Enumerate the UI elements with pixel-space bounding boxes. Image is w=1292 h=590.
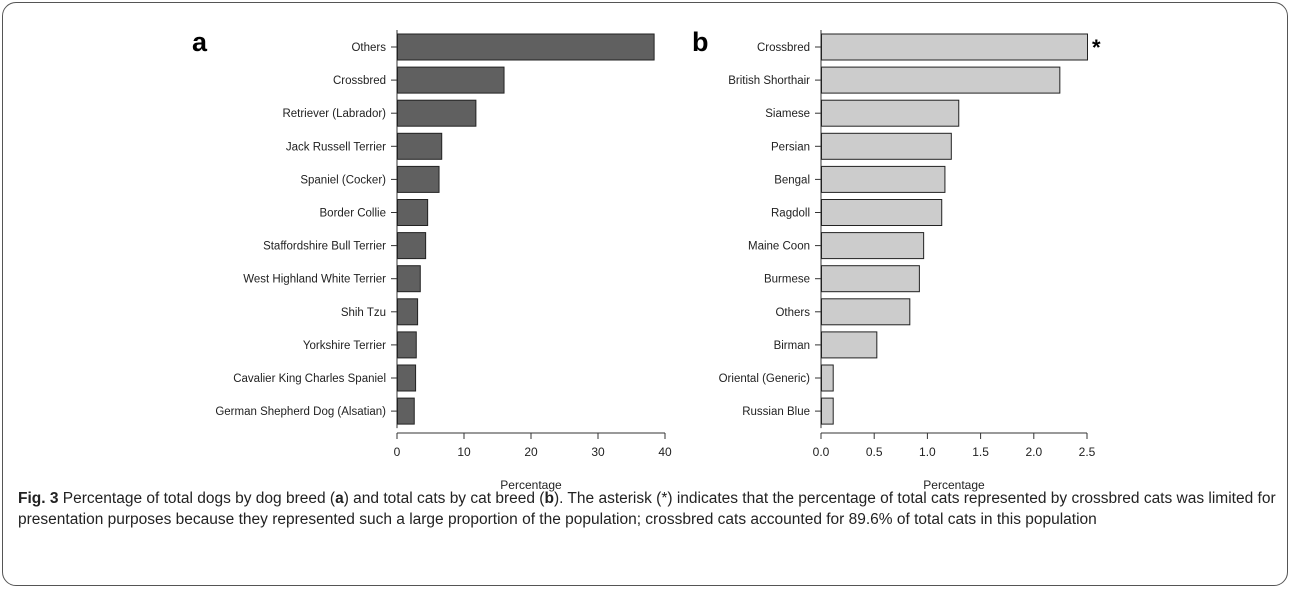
bar-crossbred <box>821 33 1088 61</box>
category-label-staffordshire-bull-terrier: Staffordshire Bull Terrier <box>263 241 386 253</box>
panel-letter-b: b <box>692 27 709 57</box>
category-label-ragdoll: Ragdoll <box>771 208 810 220</box>
bar-oriental-generic <box>821 364 834 392</box>
x-tick-label-1-1-0: 1.0 <box>919 445 936 459</box>
category-label-persian: Persian <box>771 141 810 153</box>
x-tick-label-0-20: 20 <box>524 445 538 459</box>
bar-retriever-labrador <box>397 99 477 127</box>
x-tick-label-0-40: 40 <box>658 445 672 459</box>
caption-bold-a: a <box>335 490 344 507</box>
category-label-west-highland-white-terrier: West Highland White Terrier <box>243 274 386 286</box>
figure-caption: Fig. 3 Percentage of total dogs by dog b… <box>18 488 1280 530</box>
x-tick-label-0-30: 30 <box>591 445 605 459</box>
bar-jack-russell-terrier <box>397 132 443 160</box>
category-label-spaniel-cocker: Spaniel (Cocker) <box>300 174 386 186</box>
x-tick-label-1-0-0: 0.0 <box>813 445 830 459</box>
x-axis-label-1: Percentage <box>923 478 985 492</box>
bar-staffordshire-bull-terrier <box>397 232 427 260</box>
x-tick-label-1-2-5: 2.5 <box>1079 445 1096 459</box>
bar-others <box>821 298 911 326</box>
category-label-german-shepherd-dog-alsatian: German Shepherd Dog (Alsatian) <box>215 406 386 418</box>
category-label-border-collie: Border Collie <box>320 208 386 220</box>
category-label-retriever-labrador: Retriever (Labrador) <box>282 108 386 120</box>
caption-text-2: ) and total cats by cat breed ( <box>343 490 545 507</box>
caption-text-1: Percentage of total dogs by dog breed ( <box>58 490 336 507</box>
bar-others <box>397 33 655 61</box>
category-label-yorkshire-terrier: Yorkshire Terrier <box>303 340 386 352</box>
category-label-crossbred: Crossbred <box>757 42 810 54</box>
caption-bold-b: b <box>544 490 554 507</box>
category-label-crossbred: Crossbred <box>333 75 386 87</box>
x-tick-label-0-0: 0 <box>394 445 401 459</box>
category-label-others: Others <box>775 307 810 319</box>
category-label-siamese: Siamese <box>765 108 810 120</box>
x-tick-label-0-10: 10 <box>457 445 471 459</box>
category-label-others: Others <box>351 42 386 54</box>
bar-siamese <box>821 99 960 127</box>
x-tick-label-1-1-5: 1.5 <box>972 445 989 459</box>
x-tick-label-1-2-0: 2.0 <box>1025 445 1042 459</box>
category-label-birman: Birman <box>774 340 810 352</box>
bar-shih-tzu <box>397 298 419 326</box>
category-label-maine-coon: Maine Coon <box>748 241 810 253</box>
category-label-british-shorthair: British Shorthair <box>728 75 810 87</box>
bar-birman <box>821 331 878 359</box>
bar-cavalier-king-charles-spaniel <box>397 364 417 392</box>
bar-bengal <box>821 165 946 193</box>
bar-yorkshire-terrier <box>397 331 417 359</box>
bar-spaniel-cocker <box>397 165 440 193</box>
bar-british-shorthair <box>821 66 1061 94</box>
bar-ragdoll <box>821 199 943 226</box>
category-label-shih-tzu: Shih Tzu <box>341 307 386 319</box>
caption-fig-label: Fig. 3 <box>18 490 59 507</box>
panel-letter-a: a <box>192 27 208 57</box>
category-label-bengal: Bengal <box>774 174 810 186</box>
bar-crossbred <box>397 66 505 94</box>
bar-german-shepherd-dog-alsatian <box>397 397 415 425</box>
category-label-russian-blue: Russian Blue <box>742 406 810 418</box>
bar-border-collie <box>397 199 429 226</box>
x-tick-label-1-0-5: 0.5 <box>866 445 883 459</box>
x-axis-label-0: Percentage <box>500 478 562 492</box>
category-label-jack-russell-terrier: Jack Russell Terrier <box>286 141 386 153</box>
bar-west-highland-white-terrier <box>397 265 421 293</box>
category-label-cavalier-king-charles-spaniel: Cavalier King Charles Spaniel <box>233 373 386 385</box>
bar-persian <box>821 132 952 160</box>
bar-annotation-asterisk: * <box>1092 35 1101 60</box>
caption-text-3: ). The asterisk (*) indicates that the p… <box>18 490 1276 528</box>
category-label-burmese: Burmese <box>764 274 810 286</box>
bar-burmese <box>821 265 920 293</box>
category-label-oriental-generic: Oriental (Generic) <box>719 373 811 385</box>
bar-russian-blue <box>821 397 834 425</box>
bar-maine-coon <box>821 232 925 260</box>
